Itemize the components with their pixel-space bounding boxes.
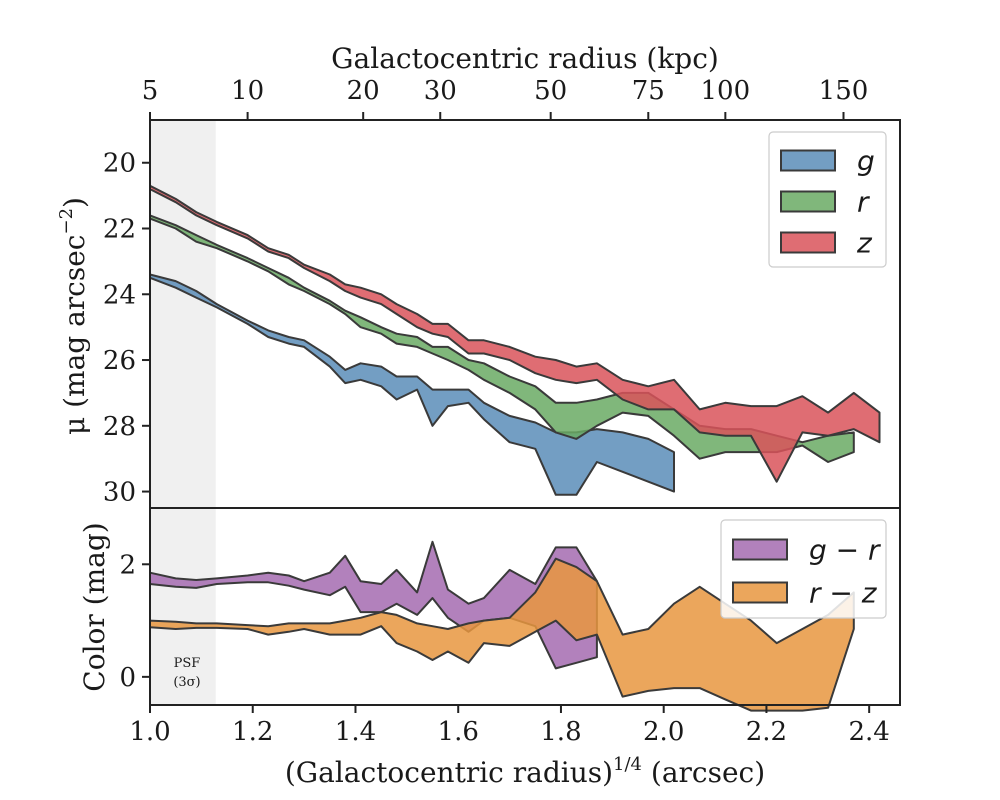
upper-panel: 20 22 24 26 28 30 5 10 20 30 50 75 100 150 grz	[103, 76, 901, 509]
legend-label-z: z	[856, 227, 873, 260]
legend-swatch-r	[780, 190, 836, 213]
bottom-axis-title-unit: (arcsec)	[642, 756, 765, 789]
band-z	[149, 184, 881, 483]
psf-label-line2: (3σ)	[173, 675, 200, 690]
lower-y-ticks: 02	[119, 550, 150, 693]
top-x-tick-label: 50	[534, 76, 567, 106]
bottom-x-tick-label: 1.0	[129, 717, 170, 747]
upper-y-tick-label: 28	[103, 412, 136, 442]
upper-y-tick-label: 30	[103, 478, 136, 508]
bottom-x-tick-label: 2.2	[746, 717, 787, 747]
top-x-tick-label: 30	[424, 76, 457, 106]
legend-label-g: g	[857, 145, 875, 178]
upper-y-axis-title-exponent: −2	[56, 208, 77, 235]
top-x-tick-label: 20	[347, 76, 380, 106]
upper-y-tick-label: 22	[103, 215, 136, 245]
upper-y-tick-label: 20	[103, 149, 136, 179]
lower-series-group	[149, 540, 855, 712]
bottom-x-tick-label: 1.6	[438, 717, 479, 747]
legend-label-r-z: r − z	[809, 577, 878, 610]
top-x-tick-label: 150	[819, 76, 869, 106]
bottom-axis-title-exponent: 1/4	[613, 754, 642, 775]
upper-y-axis-title-end: )	[58, 197, 91, 208]
bottom-x-tick-label: 2.0	[643, 717, 684, 747]
upper-y-axis-title-main: μ (mag arcsec	[58, 235, 91, 435]
legend-swatch-r-z	[732, 581, 788, 604]
legend-label-g-r: g − r	[809, 534, 881, 567]
lower-y-axis-title: Color (mag)	[78, 522, 111, 691]
band-g	[149, 273, 675, 496]
upper-y-tick-label: 24	[103, 280, 136, 310]
lower-legend: g − r r − z	[720, 519, 887, 619]
upper-psf-band	[150, 120, 216, 508]
band-g-r	[149, 540, 598, 670]
upper-series-group	[149, 184, 881, 496]
top-x-tick-label: 100	[701, 76, 751, 106]
top-x-tick-label: 75	[632, 76, 665, 106]
legend-swatch-z	[780, 231, 836, 254]
upper-y-ticks: 20 22 24 26 28 30	[103, 149, 150, 508]
upper-y-axis-title: μ (mag arcsec−2)	[56, 197, 91, 435]
lower-psf-band	[150, 508, 216, 705]
lower-y-tick-label: 2	[119, 550, 136, 580]
bottom-axis-title: (Galactocentric radius)1/4 (arcsec)	[285, 754, 765, 789]
band-r	[149, 214, 855, 463]
upper-legend: grz	[768, 131, 887, 268]
legend-swatch-g	[780, 149, 836, 172]
bottom-x-ticks: 1.0 1.2 1.4 1.6 1.8 2.0 2.2 2.4	[129, 705, 890, 747]
legend-swatch-g-r	[732, 538, 788, 561]
lower-axes-frame	[149, 507, 901, 706]
legend-label-r: r	[857, 186, 870, 219]
top-x-ticks: 5 10 20 30 50 75 100 150	[142, 76, 869, 120]
psf-label-line1: PSF	[174, 656, 201, 671]
top-x-tick-label: 10	[231, 76, 264, 106]
upper-y-tick-label: 26	[103, 346, 136, 376]
bottom-x-tick-label: 1.2	[232, 717, 273, 747]
bottom-axis-title-main: (Galactocentric radius)	[285, 756, 613, 789]
band-r-z	[149, 557, 855, 712]
bottom-x-tick-label: 2.4	[848, 717, 889, 747]
lower-y-tick-label: 0	[119, 663, 136, 693]
bottom-x-tick-label: 1.4	[335, 717, 376, 747]
lower-panel: 02 1.0 1.2 1.4 1.6 1.8 2.0 2.2 2.4 g − rr − z P…	[119, 507, 901, 747]
bottom-x-tick-label: 1.8	[540, 717, 581, 747]
top-x-tick-label: 5	[142, 76, 159, 106]
top-axis-title: Galactocentric radius (kpc)	[331, 42, 719, 75]
